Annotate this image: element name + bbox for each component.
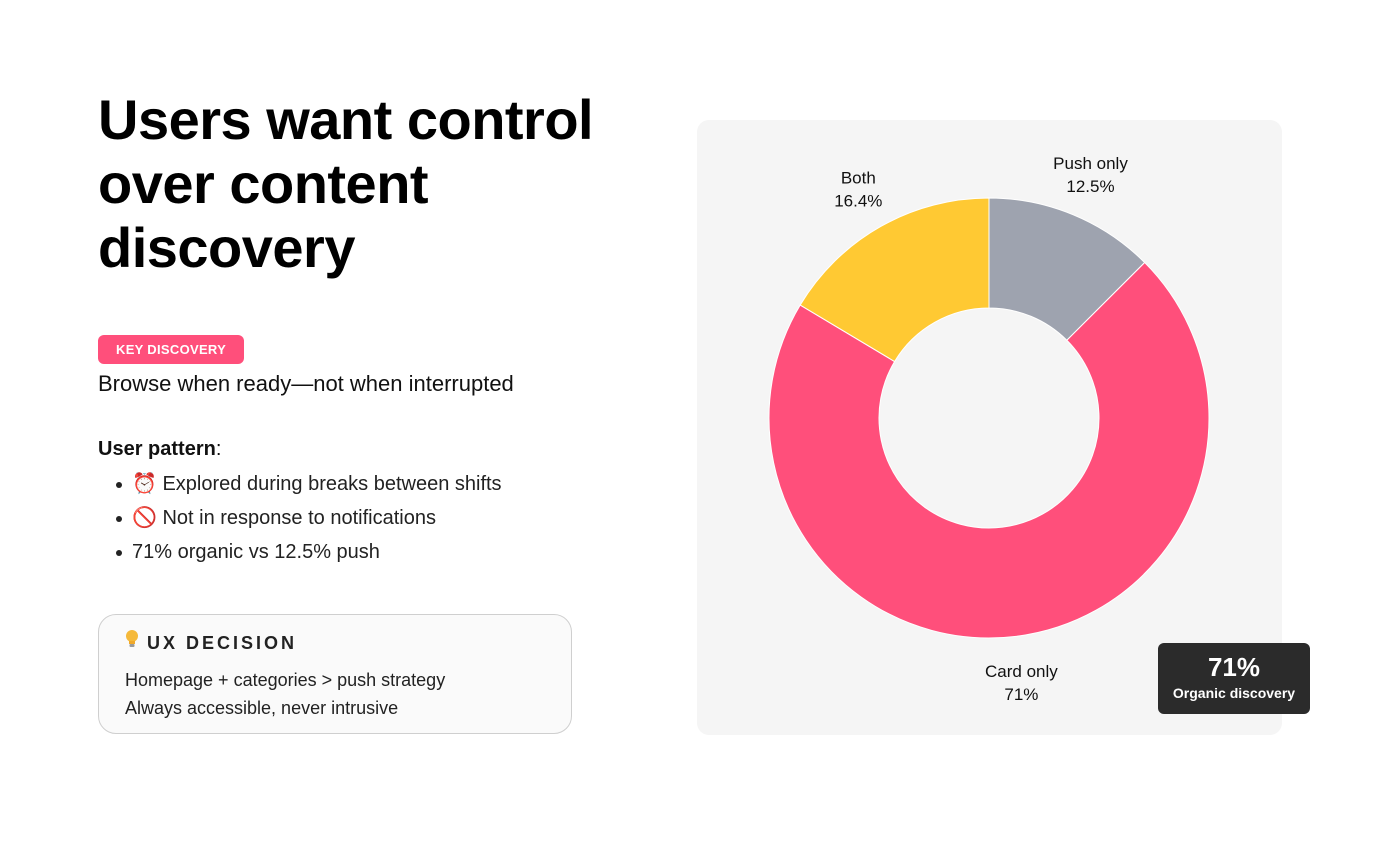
list-item-text: Explored during breaks between shifts xyxy=(162,473,502,495)
list-item: 71% organic vs 12.5% push xyxy=(98,538,502,572)
chart-panel: Push only 12.5% Card only 71% Both 16.4% xyxy=(697,120,1282,735)
list-item: 🚫 Not in response to notifications xyxy=(98,504,502,538)
title-line-3: discovery xyxy=(98,216,356,279)
ux-decision-label: UX DECISION xyxy=(147,633,298,653)
headline-block: Users want control over content discover… xyxy=(98,88,658,280)
no-entry-icon: 🚫 xyxy=(132,507,157,529)
light-bulb-icon xyxy=(125,629,139,656)
ux-decision-title: UX DECISION xyxy=(125,629,545,656)
title-line-1: Users want control xyxy=(98,88,594,151)
list-item: ⏰ Explored during breaks between shifts xyxy=(98,470,502,504)
page-title: Users want control over content discover… xyxy=(98,88,658,280)
user-pattern-heading: User pattern: xyxy=(98,436,221,462)
user-pattern-label: User pattern xyxy=(98,438,216,460)
ux-decision-line-2: Always accessible, never intrusive xyxy=(125,698,399,718)
list-item-text: 71% organic vs 12.5% push xyxy=(132,541,380,563)
slice-value-push-only: 12.5% xyxy=(1066,177,1114,196)
organic-discovery-callout: 71% Organic discovery xyxy=(1158,643,1310,714)
title-line-2: over content xyxy=(98,152,429,215)
list-item-text: Not in response to notifications xyxy=(162,507,436,529)
user-pattern-colon: : xyxy=(215,438,222,460)
slice-value-card-only: 71% xyxy=(1004,685,1038,704)
discovery-subtitle: Browse when ready—not when interrupted xyxy=(98,371,514,396)
user-pattern-list: ⏰ Explored during breaks between shifts … xyxy=(98,470,502,572)
slice-label-card-only: Card only xyxy=(985,662,1058,681)
alarm-clock-icon: ⏰ xyxy=(132,473,157,495)
key-discovery-badge: KEY DISCOVERY xyxy=(98,335,245,364)
callout-value: 71% xyxy=(1207,652,1261,682)
donut-chart: Push only 12.5% Card only 71% Both 16.4% xyxy=(768,154,1210,704)
ux-decision-line-1: Homepage + categories > push strategy xyxy=(125,670,446,690)
ux-decision-card: UX DECISION Homepage + categories > push… xyxy=(98,614,572,734)
slice-card-only xyxy=(768,261,1210,639)
slice-both xyxy=(799,197,990,363)
slice-label-push-only: Push only xyxy=(1053,154,1128,173)
slice-label-both: Both xyxy=(841,168,876,187)
slice-value-both: 16.4% xyxy=(834,191,882,210)
callout-label: Organic discovery xyxy=(1172,685,1296,701)
